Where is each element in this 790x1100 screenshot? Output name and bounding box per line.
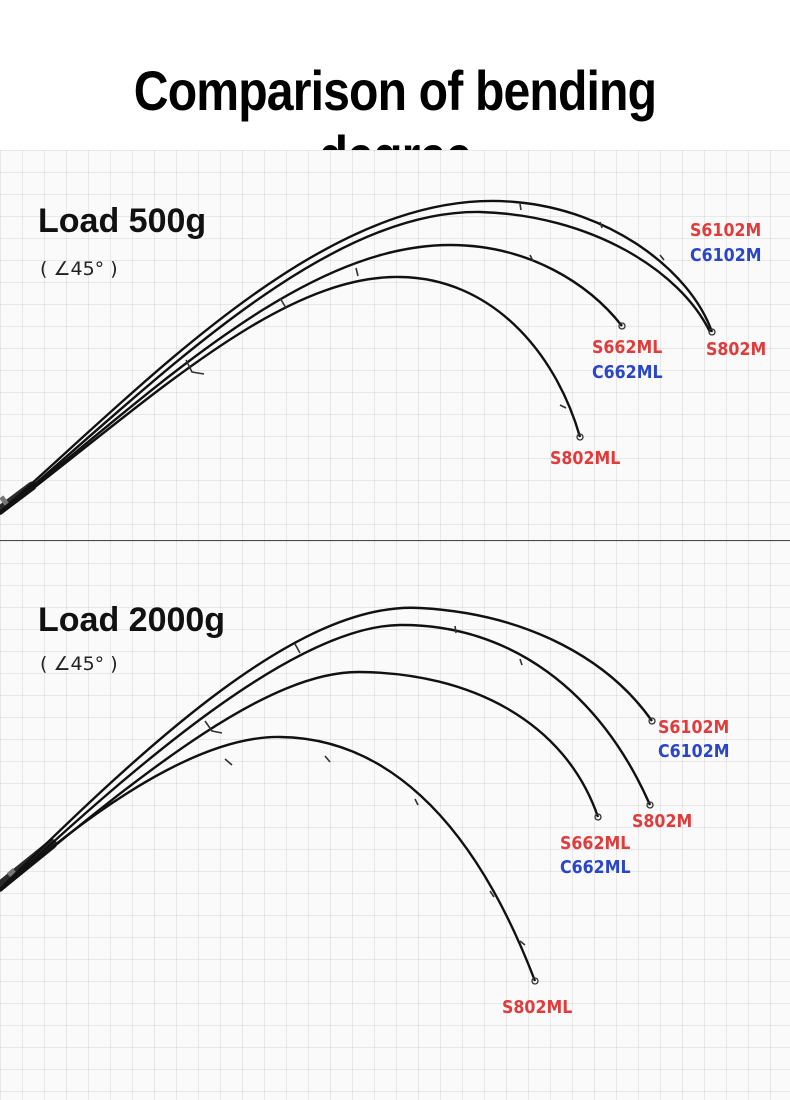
rod-label-s662ml: S662ML [560,833,631,854]
rod-bend-diagram-500g [0,199,716,515]
rod-curve-s6102m-c6102m [0,199,714,513]
guide-ring [519,658,523,666]
rod-curve-s802ml [0,735,537,982]
guide-ring [279,297,287,309]
guide-ring [414,798,419,806]
rod-label-s6102m: S6102M [658,717,730,738]
guide-ring [454,625,457,634]
rod-tip-s802m [646,801,654,809]
guide-ring [224,758,233,766]
rod-curve-s802m [0,210,712,515]
guide-ring [559,404,567,409]
rod-curve-s662ml-c662ml [0,670,600,892]
load-label: Load 500g [38,202,207,240]
rod-label-s802m: S802M [632,811,693,832]
angle-label: ( ∠45° ) [40,653,118,675]
guide-ring [489,890,495,898]
guide-ring [529,254,534,262]
guide-ring [185,359,205,375]
rod-tip-s662ml [594,813,602,821]
guide-ring [294,643,301,654]
rod-tip-s802ml [531,977,539,985]
rod-label-s802ml: S802ML [550,448,621,469]
rod-label-c6102m: C6102M [690,245,762,266]
guide-ring [324,755,331,763]
guide-ring [204,720,223,734]
rod-label-s662ml: S662ML [592,337,663,358]
rod-curve-s802ml [0,275,582,515]
panel-load-500g: Load 500g ( ∠45° ) S6102M C6102M S802M S… [0,150,790,540]
rod-guides [204,625,526,946]
guide-ring [519,203,522,211]
rod-tips [576,322,716,441]
panel-load-2000g: Load 2000g ( ∠45° ) S6102M C6102M S802M … [0,541,790,1100]
rod-label-c662ml: C662ML [592,362,663,383]
rod-label-s802ml: S802ML [502,997,573,1018]
rod-curve-s802m [0,623,652,892]
guide-ring [659,254,665,261]
rod-curve-s662ml-c662ml [0,243,623,515]
rod-tip-s6102m [708,328,716,336]
rod-label-s802m: S802M [706,339,767,360]
load-label: Load 2000g [38,601,226,639]
rod-tip-s662ml [618,322,626,330]
rod-bend-diagram-2000g [0,606,656,985]
rod-tip-s802ml [576,433,584,441]
panel-divider [0,540,790,541]
rod-label-c6102m: C6102M [658,741,730,762]
rod-reel-seat [0,495,9,506]
guide-ring [519,940,526,946]
rod-tip-s6102m [648,717,656,725]
rod-label-c662ml: C662ML [560,857,631,878]
angle-label: ( ∠45° ) [40,258,118,280]
rod-guides [185,203,665,409]
guide-ring [599,221,603,229]
rod-curve-s6102m-c6102m [0,606,653,890]
rod-label-s6102m: S6102M [690,220,762,241]
guide-ring [355,267,359,277]
rod-tips [531,717,656,985]
